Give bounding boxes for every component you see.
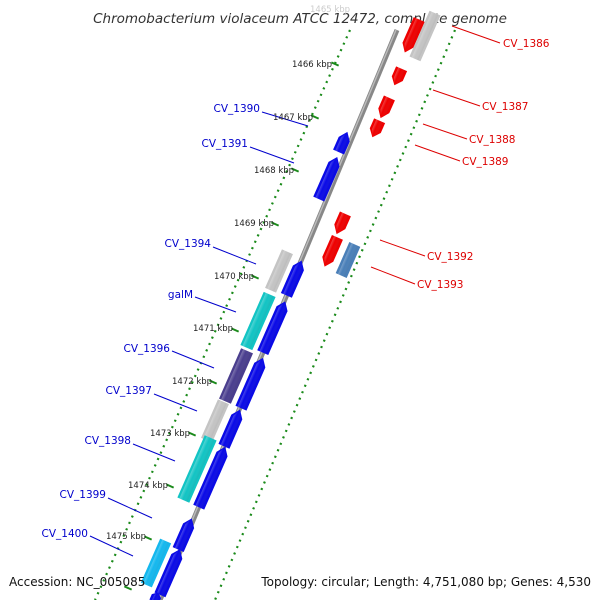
major-tick xyxy=(310,114,320,120)
label-leaders xyxy=(89,25,501,557)
kbp-label: 1466 kbp xyxy=(292,60,332,70)
gene-cv-1391[interactable] xyxy=(313,155,342,202)
gene-cv-1387[interactable] xyxy=(389,66,408,87)
gene-cv-1386b[interactable] xyxy=(409,10,441,62)
major-tick xyxy=(290,167,300,173)
gene-cv-1392-a[interactable] xyxy=(331,211,351,237)
kbp-label: 1468 kbp xyxy=(254,166,294,176)
gene-label-cv-1391[interactable]: CV_1391 xyxy=(202,138,249,150)
gene-cv-1401[interactable] xyxy=(149,590,162,600)
leader-cv-1397 xyxy=(153,393,198,412)
gene-cv-1396[interactable] xyxy=(218,348,254,404)
leader-cv-1394 xyxy=(212,246,257,265)
gene-cv-1390[interactable] xyxy=(333,130,353,155)
topology-text: Topology: circular; Length: 4,751,080 bp… xyxy=(260,575,591,589)
leader-cv-1390 xyxy=(261,111,309,127)
gene-cv-1388[interactable] xyxy=(375,95,395,121)
kbp-label: 1470 kbp xyxy=(214,272,254,282)
gene-cv-1392[interactable] xyxy=(319,234,343,269)
leader-cv-1398 xyxy=(132,443,176,462)
major-tick xyxy=(143,535,153,541)
gene-cv-1397[interactable] xyxy=(201,399,229,443)
leader-cv-1386 xyxy=(451,25,501,44)
gene-label-cv-1389[interactable]: CV_1389 xyxy=(462,156,509,168)
gene-label-galm[interactable]: galM xyxy=(168,289,193,301)
gene-cv-1393[interactable] xyxy=(335,242,361,278)
kbp-label: 1471 kbp xyxy=(193,324,233,334)
gene-label-cv-1393[interactable]: CV_1393 xyxy=(417,279,464,291)
gene-galm-b[interactable] xyxy=(257,299,290,356)
kbp-label-faded: 1465 kbp xyxy=(310,5,350,15)
major-tick xyxy=(250,274,260,280)
leader-cv-1399 xyxy=(107,497,153,519)
kbp-label: 1469 kbp xyxy=(234,219,274,229)
major-tick xyxy=(165,483,175,489)
leader-cv-1389 xyxy=(414,144,461,162)
gene-cv-1399[interactable] xyxy=(172,516,198,552)
gene-cv-1398b[interactable] xyxy=(193,444,231,510)
gene-features xyxy=(140,10,441,600)
leader-cv-1392 xyxy=(379,239,426,257)
leader-cv-1387 xyxy=(432,89,481,107)
gene-label-cv-1400[interactable]: CV_1400 xyxy=(42,528,89,540)
gene-label-cv-1390[interactable]: CV_1390 xyxy=(214,103,261,115)
gene-label-cv-1392[interactable]: CV_1392 xyxy=(427,251,474,263)
gene-cv-1394[interactable] xyxy=(265,249,293,293)
kbp-label: 1475 kbp xyxy=(106,532,146,542)
leader-cv-1393 xyxy=(370,266,416,285)
major-tick xyxy=(230,327,240,333)
forward-gene-labels: CV_1390 CV_1391 CV_1394 galM CV_1396 CV_… xyxy=(42,103,261,540)
major-tick xyxy=(330,61,340,67)
leader-cv-1391 xyxy=(249,146,295,164)
kbp-labels: 1466 kbp 1467 kbp 1468 kbp 1469 kbp 1470… xyxy=(106,60,332,542)
accession-text: Accession: NC_005085 xyxy=(9,575,145,589)
kbp-label: 1472 kbp xyxy=(172,377,212,387)
gene-cv-1398[interactable] xyxy=(177,435,217,503)
gene-label-cv-1388[interactable]: CV_1388 xyxy=(469,134,516,146)
gene-galm[interactable] xyxy=(240,291,276,351)
kbp-label: 1467 kbp xyxy=(273,113,313,123)
inner-tick-line xyxy=(213,29,457,600)
gene-label-cv-1387[interactable]: CV_1387 xyxy=(482,101,529,113)
major-tick xyxy=(123,585,133,591)
leader-cv-1388 xyxy=(422,123,468,140)
major-tick xyxy=(270,221,280,227)
leader-galm xyxy=(194,296,237,313)
gene-cv-1389[interactable] xyxy=(367,118,386,139)
gene-cv-1400b[interactable] xyxy=(154,547,185,598)
major-ticks xyxy=(123,61,340,591)
gene-label-cv-1397[interactable]: CV_1397 xyxy=(106,385,153,397)
gene-label-cv-1386[interactable]: CV_1386 xyxy=(503,38,550,50)
gene-label-cv-1394[interactable]: CV_1394 xyxy=(165,238,212,250)
gene-label-cv-1396[interactable]: CV_1396 xyxy=(124,343,171,355)
reverse-gene-labels: CV_1386 CV_1387 CV_1388 CV_1389 CV_1392 … xyxy=(417,38,550,291)
gene-label-cv-1398[interactable]: CV_1398 xyxy=(85,435,132,447)
gene-label-cv-1399[interactable]: CV_1399 xyxy=(60,489,107,501)
leader-cv-1396 xyxy=(171,350,215,369)
kbp-label: 1473 kbp xyxy=(150,429,190,439)
gene-cv-1396b[interactable] xyxy=(235,355,268,411)
kbp-label: 1474 kbp xyxy=(128,481,168,491)
major-tick xyxy=(208,379,218,385)
map-title: Chromobacterium violaceum ATCC 12472, co… xyxy=(93,11,507,27)
gene-cv-1400[interactable] xyxy=(140,538,172,588)
leader-cv-1400 xyxy=(89,535,134,557)
gene-cv-1386[interactable] xyxy=(399,17,425,55)
major-tick xyxy=(187,431,197,437)
gene-cv-1397b[interactable] xyxy=(218,407,245,449)
gene-cv-1394b[interactable] xyxy=(280,258,307,298)
